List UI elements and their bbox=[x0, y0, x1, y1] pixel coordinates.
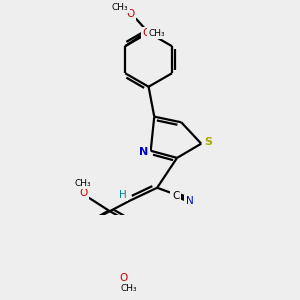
Text: CH₃: CH₃ bbox=[148, 29, 165, 38]
Text: O: O bbox=[119, 273, 128, 283]
Text: O: O bbox=[142, 28, 151, 38]
Text: N: N bbox=[186, 196, 194, 206]
Text: CH₃: CH₃ bbox=[112, 3, 128, 12]
Text: O: O bbox=[127, 9, 135, 19]
Text: CH₃: CH₃ bbox=[120, 284, 137, 292]
Text: C: C bbox=[172, 191, 179, 201]
Text: H: H bbox=[119, 190, 127, 200]
Text: S: S bbox=[204, 137, 212, 147]
Text: O: O bbox=[79, 188, 87, 199]
Text: CH₃: CH₃ bbox=[75, 179, 92, 188]
Text: N: N bbox=[139, 147, 148, 157]
